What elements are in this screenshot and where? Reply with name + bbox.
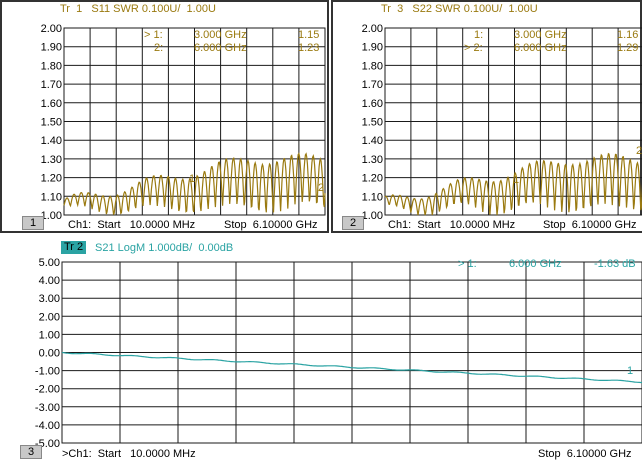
footer-stop-2: Stop 6.10000 GHz <box>543 219 637 232</box>
y-tick-label: 5.00 <box>39 257 60 269</box>
y-tick-label: -4.00 <box>35 420 60 432</box>
marker-flag-2: 2 <box>318 182 324 195</box>
y-tick-label: 3.00 <box>39 293 60 305</box>
y-tick-label: -3.00 <box>35 402 60 414</box>
footer-start-1: Ch1: Start 10.0000 MHz <box>68 219 195 232</box>
y-tick-label: 1.60 <box>362 98 383 110</box>
y-tick-label: 1.20 <box>362 173 383 185</box>
y-tick-label: 1.90 <box>362 42 383 54</box>
marker-flag-1: 1 <box>513 174 519 187</box>
y-tick-label: 1.50 <box>41 117 62 129</box>
y-tick-label: 1.20 <box>41 173 62 185</box>
marker-1-freq: 6.000 GHz <box>509 258 562 271</box>
trace-pane-s11[interactable]: 2.00 1.90 1.80 1.70 1.60 1.50 1.40 1.30 1.20 1.10… <box>0 0 329 233</box>
trace-badge-active[interactable]: Tr 2 <box>61 241 86 254</box>
y-tick-label: -2.00 <box>35 384 60 396</box>
marker-1-value: 1.16 <box>617 29 638 42</box>
y-tick-label: 1.30 <box>362 154 383 166</box>
marker-2-freq: 6.000 GHz <box>514 42 567 55</box>
trace-pane-s22[interactable]: 2.00 1.90 1.80 1.70 1.60 1.50 1.40 1.30 1.20 1.10… <box>331 0 642 233</box>
y-tick-label: 1.70 <box>362 79 383 91</box>
footer-start-2: Ch1: Start 10.0000 MHz <box>388 219 515 232</box>
marker-2-select: 2: <box>154 42 163 55</box>
marker-2-select: > 2: <box>464 42 483 55</box>
footer-start-3: >Ch1: Start 10.0000 MHz <box>62 448 196 461</box>
y-tick-label: 4.00 <box>39 275 60 287</box>
y-tick-label: 1.30 <box>41 154 62 166</box>
y-tick-label: 1.80 <box>41 60 62 72</box>
y-tick-label: 1.10 <box>362 191 383 203</box>
y-tick-label: 1.60 <box>41 98 62 110</box>
trace-pane-s21[interactable]: 5.00 4.00 3.00 2.00 1.00 0.00 -1.00 -2.00 -3.00 -… <box>0 236 642 458</box>
marker-2-value: 1.29 <box>617 42 638 55</box>
y-tick-label: 1.90 <box>41 42 62 54</box>
pane-number-2[interactable]: 2 <box>342 216 364 230</box>
marker-flag-1: 1 <box>189 173 195 186</box>
y-tick-label: 1.80 <box>362 60 383 72</box>
y-tick-label: 1.00 <box>39 329 60 341</box>
trace-title-s11: Tr 1 S11 SWR 0.100U/ 1.00U <box>60 2 216 16</box>
marker-1-freq: 3.000 GHz <box>514 29 567 42</box>
y-tick-label: 0.00 <box>39 348 60 360</box>
marker-1-freq: 3.000 GHz <box>194 29 247 42</box>
footer-stop-1: Stop 6.10000 GHz <box>224 219 318 232</box>
y-tick-label: 1.50 <box>362 117 383 129</box>
y-tick-label: 1.40 <box>41 135 62 147</box>
marker-1-value: 1.15 <box>298 29 319 42</box>
marker-2-value: 1.23 <box>298 42 319 55</box>
marker-flag-1: 1 <box>627 365 633 378</box>
y-tick-label: 1.70 <box>41 79 62 91</box>
marker-flag-2: 2 <box>636 145 642 158</box>
pane-number-3[interactable]: 3 <box>20 445 42 459</box>
pane-number-1[interactable]: 1 <box>22 216 44 230</box>
marker-1-select: > 1: <box>144 29 163 42</box>
s22-plot: 2.00 1.90 1.80 1.70 1.60 1.50 1.40 1.30 1.20 1.10… <box>333 2 642 235</box>
y-tick-label: 1.00 <box>362 210 383 222</box>
y-tick-label: 2.00 <box>362 23 383 35</box>
marker-2-freq: 6.000 GHz <box>194 42 247 55</box>
y-tick-label: 1.10 <box>41 191 62 203</box>
y-tick-label: 2.00 <box>41 23 62 35</box>
y-tick-label: 2.00 <box>39 311 60 323</box>
y-tick-label: 1.40 <box>362 135 383 147</box>
trace-title-s21: S21 LogM 1.000dB/ 0.00dB <box>95 241 233 255</box>
footer-stop-3: Stop 6.10000 GHz <box>538 448 632 461</box>
marker-1-select: > 1: <box>458 258 477 271</box>
trace-title-s22: Tr 3 S22 SWR 0.100U/ 1.00U <box>381 2 538 16</box>
y-tick-label: -1.00 <box>35 366 60 378</box>
s11-plot: 2.00 1.90 1.80 1.70 1.60 1.50 1.40 1.30 1.20 1.10… <box>2 2 331 235</box>
marker-1-select: 1: <box>474 29 483 42</box>
marker-1-value: -1.63 dB <box>594 258 636 271</box>
